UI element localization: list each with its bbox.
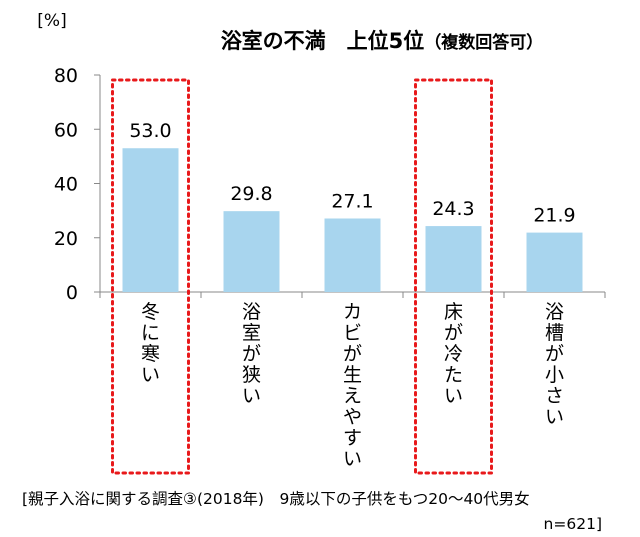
category-label: カビが生えやすい <box>343 301 362 470</box>
category-labels: 冬に寒い 浴室が狭い カビが生えやすい 床が冷たい 浴槽が小さい <box>141 301 564 470</box>
y-tick-label: 20 <box>54 228 78 250</box>
y-tick-label: 60 <box>54 119 78 141</box>
highlight-box <box>111 78 190 475</box>
category-label: 床が冷たい <box>444 301 463 407</box>
bar <box>425 226 482 292</box>
value-label: 24.3 <box>432 198 474 220</box>
highlight-box <box>414 78 493 475</box>
category-label: 浴室が狭い <box>242 301 261 407</box>
y-unit-label: [%] <box>37 11 66 31</box>
bar <box>223 211 280 292</box>
bar <box>526 232 583 292</box>
y-tick-label: 0 <box>66 282 78 304</box>
bar-series <box>122 148 583 292</box>
category-label: 冬に寒い <box>141 301 160 386</box>
value-label: 27.1 <box>331 190 373 212</box>
highlight-boxes <box>111 78 493 475</box>
y-tick-label: 40 <box>54 174 78 196</box>
category-label: 浴槽が小さい <box>545 301 564 428</box>
bar <box>122 148 179 292</box>
value-label: 29.8 <box>230 183 272 205</box>
sample-size: n=621] <box>544 515 602 533</box>
value-label: 53.0 <box>129 120 171 142</box>
y-tick-label: 80 <box>54 65 78 87</box>
chart-title: 浴室の不満 上位5位（複数回答可） <box>221 29 544 53</box>
source-note: [親子入浴に関する調査③(2018年) 9歳以下の子供をもつ20～40代男女 <box>22 489 530 508</box>
value-labels: 53.0 29.8 27.1 24.3 21.9 <box>129 120 575 226</box>
bar <box>324 218 381 292</box>
chart-title-main: 浴室の不満 上位5位 <box>221 29 425 53</box>
value-label: 21.9 <box>533 205 575 227</box>
chart-title-note: （複数回答可） <box>424 32 543 53</box>
